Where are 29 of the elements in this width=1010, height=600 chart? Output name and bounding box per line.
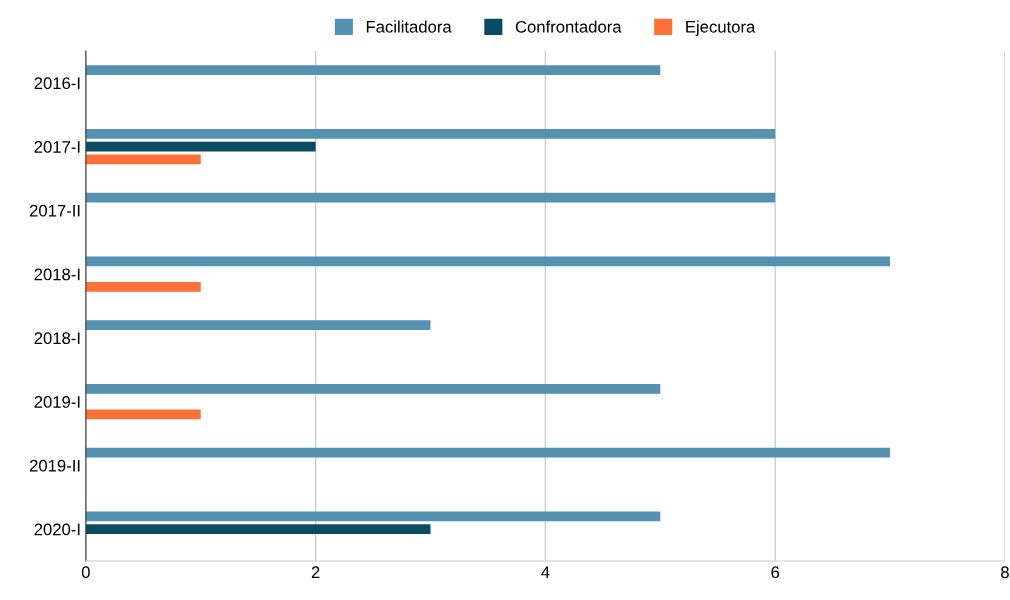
x-tick-label: 2	[311, 566, 320, 578]
bar	[85, 320, 431, 330]
bar	[85, 511, 661, 522]
y-tick-label: 2019-II	[29, 459, 80, 472]
x-tick-label: 8	[1001, 566, 1009, 579]
bar	[85, 129, 776, 139]
x-tick-label: 6	[771, 566, 780, 579]
y-tick-label: 2020-I	[34, 523, 80, 536]
bar	[85, 141, 316, 152]
bar	[85, 192, 776, 203]
y-tick-label: 2018-I	[34, 268, 80, 281]
y-tick-label: 2017-II	[29, 204, 80, 217]
y-tick-label: 2019-I	[34, 396, 80, 408]
legend-label: Facilitadora	[366, 20, 452, 33]
legend-label: Confrontadora	[515, 20, 622, 33]
y-tick-label: 2018-I	[34, 332, 80, 345]
bar	[85, 524, 431, 534]
y-tick-label: 2016-I	[34, 77, 80, 90]
x-tick-label: 4	[541, 566, 550, 578]
legend-label: Ejecutora	[686, 20, 756, 36]
y-tick-label: 2017-I	[34, 141, 80, 153]
x-tick-label: 0	[81, 566, 90, 579]
bar	[85, 447, 891, 458]
bar	[85, 154, 201, 165]
bar	[85, 409, 201, 420]
bar	[85, 282, 201, 292]
bar	[85, 256, 891, 267]
bar	[85, 65, 661, 75]
bar	[85, 384, 661, 394]
